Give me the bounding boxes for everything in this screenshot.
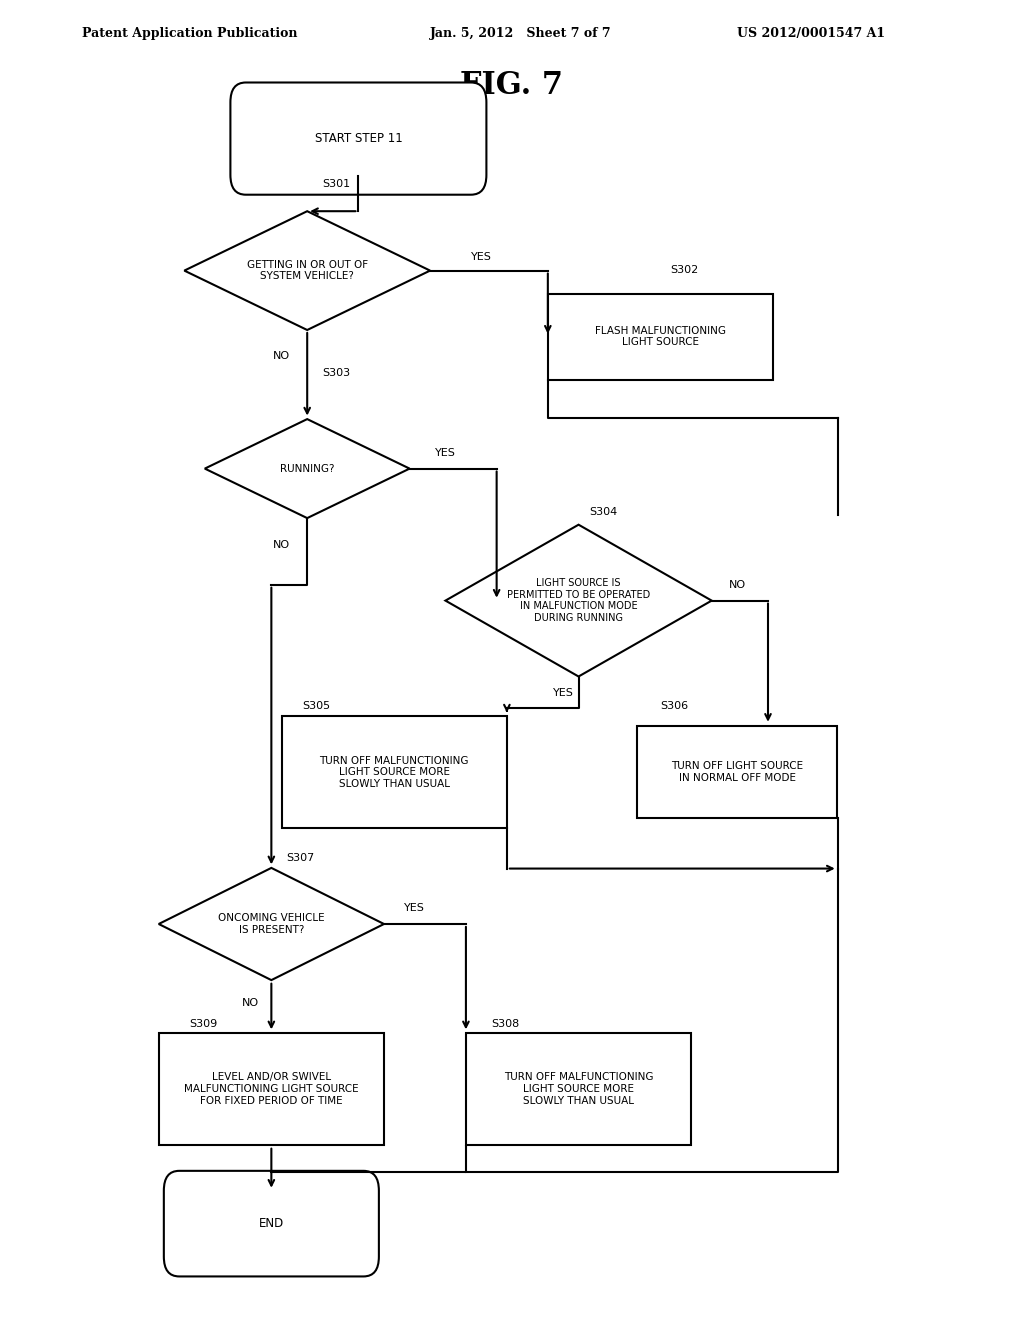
FancyBboxPatch shape: [164, 1171, 379, 1276]
Text: S301: S301: [323, 180, 350, 190]
FancyBboxPatch shape: [282, 715, 507, 829]
Text: START STEP 11: START STEP 11: [314, 132, 402, 145]
Text: Jan. 5, 2012   Sheet 7 of 7: Jan. 5, 2012 Sheet 7 of 7: [430, 26, 611, 40]
Text: NO: NO: [273, 351, 290, 362]
Text: LIGHT SOURCE IS
PERMITTED TO BE OPERATED
IN MALFUNCTION MODE
DURING RUNNING: LIGHT SOURCE IS PERMITTED TO BE OPERATED…: [507, 578, 650, 623]
Text: S306: S306: [660, 701, 688, 711]
Text: US 2012/0001547 A1: US 2012/0001547 A1: [737, 26, 886, 40]
FancyBboxPatch shape: [637, 726, 837, 818]
Text: S302: S302: [671, 265, 699, 276]
Text: S308: S308: [492, 1019, 520, 1030]
Text: NO: NO: [273, 540, 290, 550]
Text: END: END: [259, 1217, 284, 1230]
Text: Patent Application Publication: Patent Application Publication: [82, 26, 297, 40]
Polygon shape: [159, 869, 384, 979]
Text: YES: YES: [471, 252, 492, 263]
Text: YES: YES: [404, 903, 425, 913]
Text: FIG. 7: FIG. 7: [461, 70, 563, 102]
FancyBboxPatch shape: [230, 82, 486, 195]
FancyBboxPatch shape: [466, 1032, 691, 1146]
Text: RUNNING?: RUNNING?: [280, 463, 335, 474]
FancyBboxPatch shape: [548, 293, 773, 380]
Text: S304: S304: [589, 507, 617, 517]
Text: TURN OFF MALFUNCTIONING
LIGHT SOURCE MORE
SLOWLY THAN USUAL: TURN OFF MALFUNCTIONING LIGHT SOURCE MOR…: [319, 755, 469, 789]
Text: NO: NO: [729, 579, 745, 590]
Polygon shape: [184, 211, 430, 330]
Text: LEVEL AND/OR SWIVEL
MALFUNCTIONING LIGHT SOURCE
FOR FIXED PERIOD OF TIME: LEVEL AND/OR SWIVEL MALFUNCTIONING LIGHT…: [184, 1072, 358, 1106]
Text: TURN OFF LIGHT SOURCE
IN NORMAL OFF MODE: TURN OFF LIGHT SOURCE IN NORMAL OFF MODE: [671, 762, 804, 783]
Text: S309: S309: [189, 1019, 218, 1030]
Text: YES: YES: [435, 447, 456, 458]
Text: S307: S307: [287, 853, 315, 863]
Text: YES: YES: [553, 688, 573, 698]
Text: S303: S303: [323, 368, 350, 379]
Text: S305: S305: [302, 701, 330, 711]
Text: FLASH MALFUNCTIONING
LIGHT SOURCE: FLASH MALFUNCTIONING LIGHT SOURCE: [595, 326, 726, 347]
Text: TURN OFF MALFUNCTIONING
LIGHT SOURCE MORE
SLOWLY THAN USUAL: TURN OFF MALFUNCTIONING LIGHT SOURCE MOR…: [504, 1072, 653, 1106]
Text: GETTING IN OR OUT OF
SYSTEM VEHICLE?: GETTING IN OR OUT OF SYSTEM VEHICLE?: [247, 260, 368, 281]
Polygon shape: [205, 420, 410, 517]
Polygon shape: [445, 524, 712, 676]
Text: NO: NO: [243, 998, 259, 1008]
Text: ONCOMING VEHICLE
IS PRESENT?: ONCOMING VEHICLE IS PRESENT?: [218, 913, 325, 935]
FancyBboxPatch shape: [159, 1032, 384, 1146]
